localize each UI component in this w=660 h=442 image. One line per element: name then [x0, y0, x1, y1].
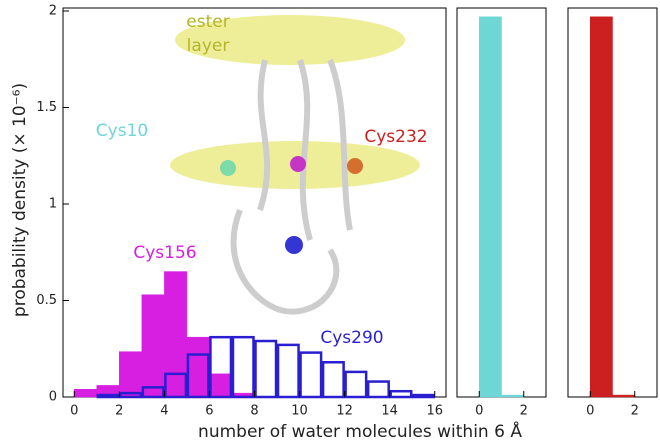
y-tick-label: 0: [49, 390, 57, 405]
x-tick-label: 0: [70, 404, 78, 419]
y-axis-label: probability density (× 10⁻⁶): [10, 83, 30, 317]
bar: [164, 271, 188, 398]
bar: [590, 16, 613, 398]
bar: [321, 361, 345, 399]
bar: [479, 16, 502, 398]
x-tick-label: 0: [586, 404, 594, 419]
bar: [96, 393, 120, 399]
x-tick-label: 12: [336, 404, 353, 419]
bar: [141, 294, 165, 398]
bar: [411, 393, 435, 399]
series-label: Cys10: [96, 121, 148, 141]
x-tick-label: 0: [475, 404, 483, 419]
bar: [186, 353, 210, 399]
bar: [119, 351, 143, 398]
series-label: Cys290: [320, 328, 383, 348]
bar: [209, 373, 233, 398]
y-tick-label: 0.5: [36, 293, 57, 308]
bar: [276, 343, 300, 399]
bar: [254, 339, 278, 399]
bar: [389, 389, 413, 399]
bar: [344, 370, 368, 399]
y-tick-label: 1: [49, 197, 57, 212]
series-label: Cys156: [133, 243, 196, 263]
bar: [141, 386, 165, 399]
x-tick-label: 14: [381, 404, 398, 419]
annotation: ester: [186, 12, 229, 32]
x-tick-label: 2: [631, 404, 639, 419]
bar: [501, 394, 524, 398]
x-axis-label: number of water molecules within 6 Å: [198, 420, 522, 442]
bar: [119, 391, 143, 399]
bar: [186, 336, 210, 398]
bar: [612, 394, 635, 398]
y-tick-label: 2: [49, 4, 57, 19]
bar: [209, 335, 233, 399]
y-tick-label: 1.5: [36, 100, 57, 115]
x-tick-label: 10: [291, 404, 308, 419]
bar: [366, 380, 390, 399]
annotation: layer: [187, 36, 230, 56]
x-tick-label: 16: [426, 404, 443, 419]
x-tick-label: 6: [205, 404, 213, 419]
x-tick-label: 2: [115, 404, 123, 419]
x-tick-label: 4: [160, 404, 168, 419]
x-tick-label: 2: [520, 404, 528, 419]
bar: [164, 372, 188, 399]
protein-illustration: [170, 15, 420, 315]
series-label: Cys232: [364, 127, 427, 147]
x-tick-label: 8: [250, 404, 258, 419]
bar: [299, 351, 323, 399]
bar: [74, 389, 98, 398]
bar: [231, 335, 255, 399]
